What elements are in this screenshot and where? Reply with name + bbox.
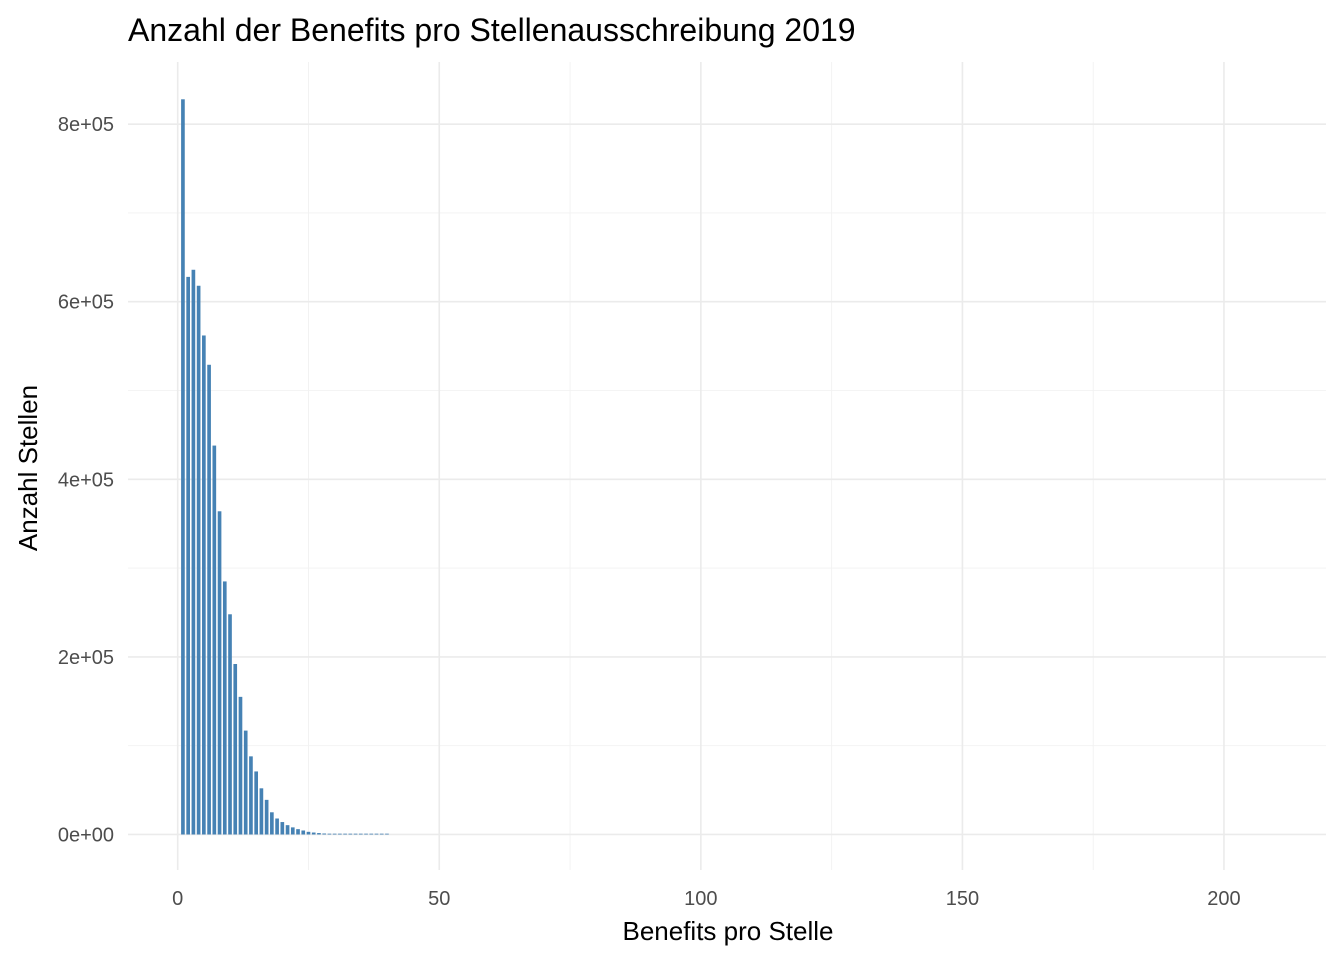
bar xyxy=(348,833,353,835)
x-tick-label: 100 xyxy=(684,888,717,910)
bar xyxy=(222,581,227,835)
bar xyxy=(332,833,337,835)
bar xyxy=(233,664,238,835)
bar xyxy=(306,831,311,835)
bar xyxy=(228,614,232,835)
bar xyxy=(207,364,211,835)
bar xyxy=(317,833,321,835)
bar xyxy=(343,833,347,835)
bar xyxy=(385,833,389,835)
bar xyxy=(290,827,295,835)
bar xyxy=(369,833,374,835)
bar xyxy=(202,335,206,835)
bar xyxy=(264,799,269,835)
bar xyxy=(259,788,264,835)
y-tick-label: 2e+05 xyxy=(58,647,114,669)
bar xyxy=(285,825,290,835)
bar xyxy=(243,730,248,835)
bars xyxy=(181,99,389,835)
bar xyxy=(186,276,190,835)
bar xyxy=(338,833,342,835)
x-tick-label: 50 xyxy=(428,888,450,910)
bar xyxy=(311,832,316,835)
y-tick-label: 8e+05 xyxy=(58,114,114,136)
x-tick-label: 200 xyxy=(1207,888,1240,910)
bar xyxy=(322,833,327,835)
bar xyxy=(270,812,274,835)
bar xyxy=(374,833,379,835)
bar xyxy=(358,833,363,835)
y-axis-title: Anzahl Stellen xyxy=(13,385,43,551)
bar xyxy=(181,99,185,835)
y-tick-label: 4e+05 xyxy=(58,469,114,491)
bar xyxy=(249,756,253,835)
bar xyxy=(353,833,358,835)
bar xyxy=(191,269,196,835)
bar xyxy=(280,822,285,835)
bar xyxy=(254,771,259,835)
chart-title: Anzahl der Benefits pro Stellenausschrei… xyxy=(128,12,856,48)
bar xyxy=(327,833,332,835)
x-tick-label: 0 xyxy=(172,888,183,910)
bar xyxy=(217,511,222,835)
bar xyxy=(196,285,201,835)
x-axis-ticks: 0 50 100 150 200 xyxy=(172,888,1241,910)
bar xyxy=(296,829,300,835)
bar xyxy=(275,818,279,835)
bar xyxy=(301,830,306,835)
bar xyxy=(379,833,384,835)
grid xyxy=(128,62,1326,870)
y-tick-label: 0e+00 xyxy=(58,824,114,846)
x-tick-label: 150 xyxy=(946,888,979,910)
y-axis-ticks: 0e+00 2e+05 4e+05 6e+05 8e+05 xyxy=(58,114,114,846)
bar xyxy=(212,445,217,835)
bar xyxy=(238,696,243,835)
x-axis-title: Benefits pro Stelle xyxy=(622,916,833,946)
y-tick-label: 6e+05 xyxy=(58,292,114,314)
bar xyxy=(364,833,368,835)
